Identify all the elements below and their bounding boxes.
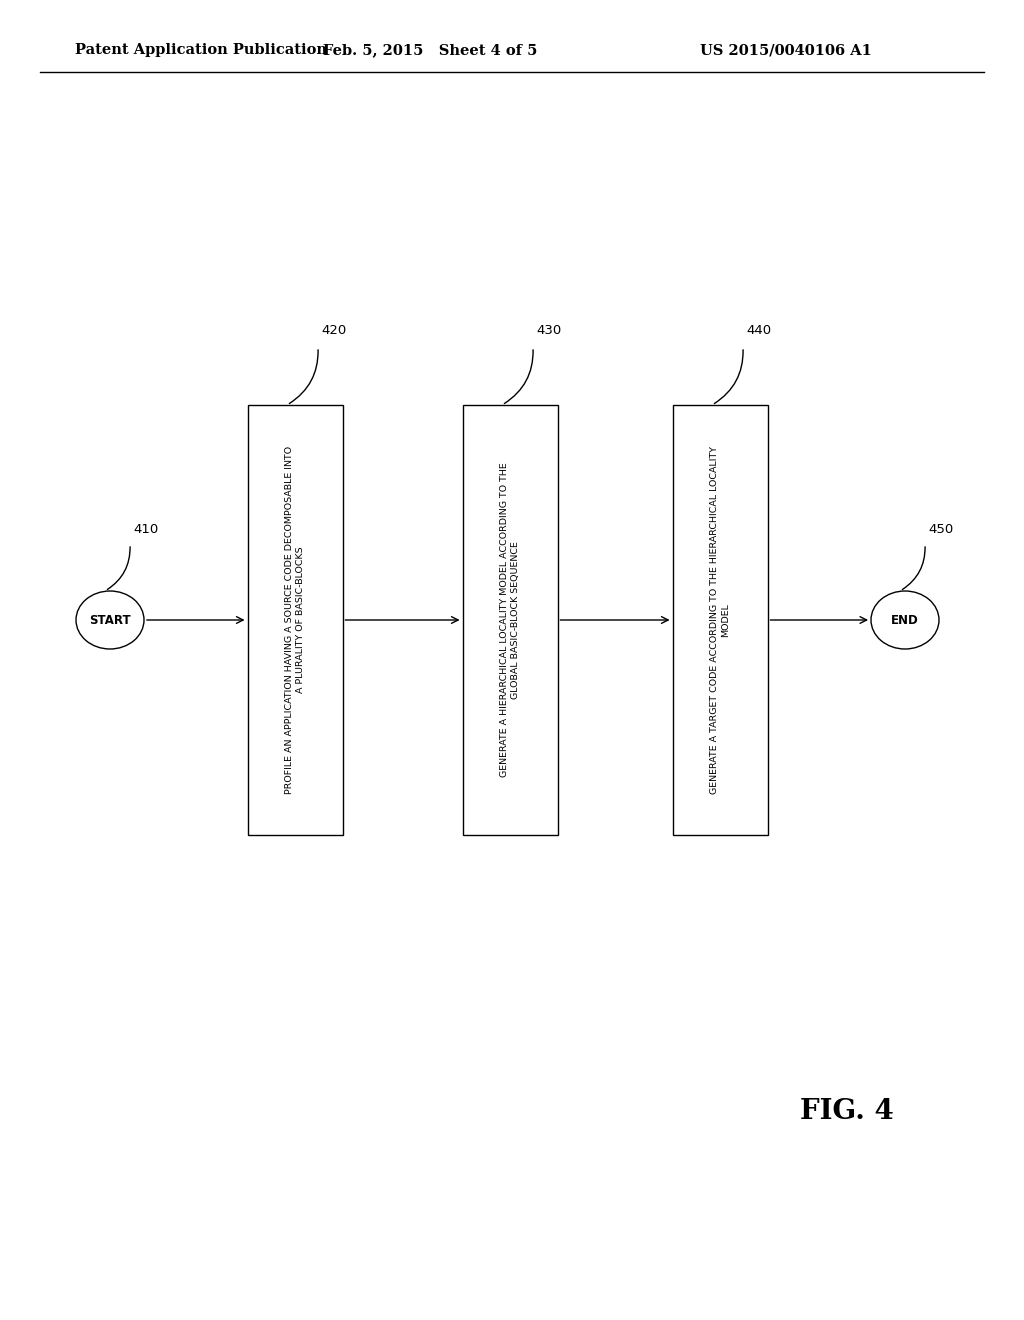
Ellipse shape [76,591,144,649]
Text: US 2015/0040106 A1: US 2015/0040106 A1 [700,44,871,57]
Ellipse shape [871,591,939,649]
Text: GENERATE A TARGET CODE ACCORDING TO THE HIERARCHICAL LOCALITY
MODEL: GENERATE A TARGET CODE ACCORDING TO THE … [710,446,730,795]
Text: START: START [89,614,131,627]
Bar [673,405,768,836]
Text: 440: 440 [746,323,771,337]
Text: Patent Application Publication: Patent Application Publication [75,44,327,57]
Text: FIG. 4: FIG. 4 [800,1098,894,1125]
Text: Feb. 5, 2015   Sheet 4 of 5: Feb. 5, 2015 Sheet 4 of 5 [323,44,538,57]
Text: 450: 450 [928,523,953,536]
Text: 410: 410 [133,523,159,536]
Text: END: END [891,614,919,627]
Bar [463,405,557,836]
Bar [248,405,342,836]
Text: 420: 420 [321,323,346,337]
Text: PROFILE AN APPLICATION HAVING A SOURCE CODE DECOMPOSABLE INTO
A PLURALITY OF BAS: PROFILE AN APPLICATION HAVING A SOURCE C… [285,446,305,795]
Text: GENERATE A HIERARCHICAL LOCALITY MODEL ACCORDING TO THE
GLOBAL BASIC-BLOCK SEQUE: GENERATE A HIERARCHICAL LOCALITY MODEL A… [500,462,520,777]
Text: 430: 430 [536,323,561,337]
